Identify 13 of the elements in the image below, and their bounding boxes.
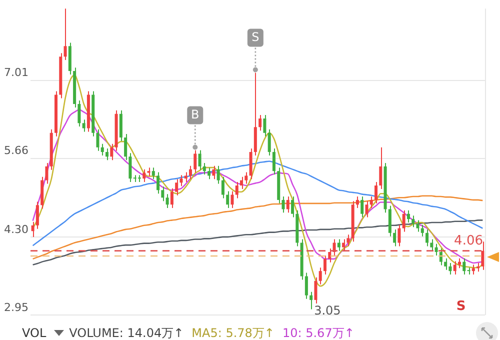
y-tick-label: 5.66 — [4, 144, 28, 158]
annotation: B — [191, 107, 200, 122]
annotation: S — [456, 298, 466, 314]
text: VOL — [22, 326, 46, 340]
annotation: 3.05 — [314, 303, 341, 318]
text: VOLUME: 14.04万↑ — [69, 326, 184, 340]
text: 10: 5.67万↑ — [282, 326, 354, 340]
y-tick-label: 7.01 — [4, 66, 28, 80]
y-tick-label: 4.30 — [4, 222, 28, 236]
ref-line-label: 4.06 — [454, 234, 483, 249]
y-tick-label: 2.95 — [4, 300, 28, 314]
text: MA5: 5.78万↑ — [192, 326, 274, 340]
annotation: S — [252, 30, 260, 44]
